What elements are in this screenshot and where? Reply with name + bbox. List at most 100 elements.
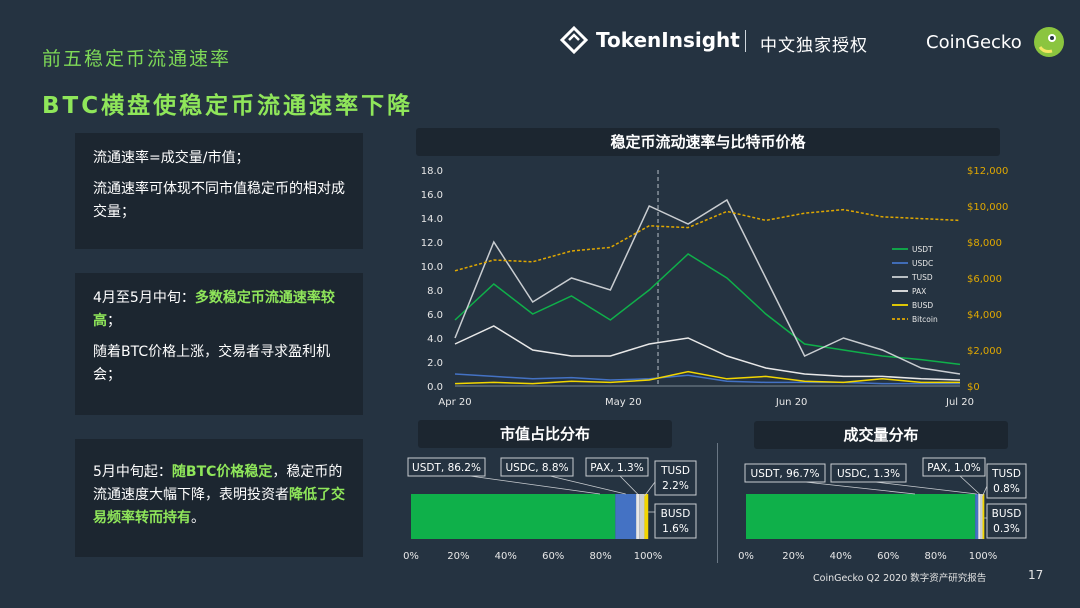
bar-segment-pax xyxy=(636,494,640,539)
y-right-tick-label: $4,000 xyxy=(967,310,1002,321)
coingecko-logo-icon xyxy=(1034,27,1064,57)
bar-segment-busd xyxy=(982,494,985,539)
data-label: TUSD xyxy=(660,465,690,477)
series-line-usdt xyxy=(454,253,961,366)
series-line-usdc xyxy=(454,373,960,385)
bar-segment-tusd xyxy=(639,494,645,539)
page-number: 17 xyxy=(1028,568,1044,582)
y-left-tick-label: 0.0 xyxy=(427,382,443,393)
y-left-tick-label: 16.0 xyxy=(421,190,443,201)
x-tick-label: Jul 20 xyxy=(945,397,974,408)
y-right-tick-label: $8,000 xyxy=(967,238,1002,249)
data-label: USDT, 86.2% xyxy=(412,462,481,474)
x-tick-label: 20% xyxy=(782,551,804,562)
x-tick-label: 60% xyxy=(542,551,564,562)
y-right-tick-label: $0 xyxy=(967,382,980,393)
legend-label: Bitcoin xyxy=(912,315,938,324)
x-tick-label: 0% xyxy=(738,551,754,562)
label-leader-line xyxy=(619,475,638,495)
data-label: PAX, 1.0% xyxy=(927,462,980,474)
bar-segment-usdt xyxy=(411,494,616,539)
y-right-tick-label: $12,000 xyxy=(967,166,1008,177)
april-may-detail: 随着BTC价格上涨，交易者寻求盈利机会； xyxy=(93,344,331,384)
bar-segment-usdc xyxy=(975,494,979,539)
bar-segment-pax xyxy=(978,494,981,539)
data-label-box xyxy=(922,457,986,477)
chart-divider xyxy=(717,443,718,563)
data-label: 0.8% xyxy=(993,483,1020,495)
x-tick-label: May 20 xyxy=(605,397,642,408)
label-leader-line xyxy=(874,481,977,495)
bar-segment-usdt xyxy=(746,494,976,539)
bar-segment-usdc xyxy=(615,494,637,539)
y-left-tick-label: 10.0 xyxy=(421,262,443,273)
data-label-box xyxy=(585,457,649,477)
bar-segment-tusd xyxy=(980,494,983,539)
data-label-box xyxy=(986,503,1027,539)
x-tick-label: 20% xyxy=(447,551,469,562)
data-label: USDC, 8.8% xyxy=(505,462,568,474)
highlight-text: 多数稳定币流通速率较高 xyxy=(93,290,335,330)
label-leader-line xyxy=(469,475,601,495)
market-cap-chart-title: 市值占比分布 xyxy=(418,420,672,448)
data-label: 2.2% xyxy=(662,480,689,492)
highlight-text: 随BTC价格稳定 xyxy=(171,464,273,480)
y-left-tick-label: 12.0 xyxy=(421,238,443,249)
brand-name: TokenInsight xyxy=(596,28,740,52)
tokeninsight-icon xyxy=(560,26,588,54)
y-left-tick-label: 18.0 xyxy=(421,166,443,177)
legend-label: TUSD xyxy=(911,273,933,282)
bar-segment-busd xyxy=(644,494,649,539)
data-label: BUSD xyxy=(661,508,691,520)
data-label-box xyxy=(654,460,697,496)
highlight-text: 降低了交易频率转而持有 xyxy=(93,487,345,527)
x-tick-label: 0% xyxy=(403,551,419,562)
footer-text: CoinGecko Q2 2020 数字资产研究报告 xyxy=(813,573,987,584)
x-tick-label: 60% xyxy=(877,551,899,562)
line-chart-title: 稳定币流动速率与比特币价格 xyxy=(416,128,1000,156)
y-right-tick-label: $10,000 xyxy=(967,202,1008,213)
brand-divider xyxy=(745,30,746,52)
brand-authorization: 中文独家授权 xyxy=(760,36,868,56)
data-label-box xyxy=(654,503,697,539)
april-may-text: 4月至5月中旬：多数稳定币流通速率较高； xyxy=(93,290,335,330)
legend-label: BUSD xyxy=(912,301,933,310)
x-tick-label: 100% xyxy=(634,551,663,562)
data-label: 1.6% xyxy=(662,523,689,535)
data-label: USDC, 1.3% xyxy=(837,468,900,480)
data-label: BUSD xyxy=(992,508,1022,520)
section-subtitle: 前五稳定币流通速率 xyxy=(42,48,232,70)
legend-label: USDC xyxy=(912,259,933,268)
data-label: 0.3% xyxy=(993,523,1020,535)
y-right-tick-label: $2,000 xyxy=(967,346,1002,357)
label-leader-line xyxy=(982,485,988,497)
series-line-bitcoin xyxy=(454,208,961,272)
definition-detail: 流通速率可体现不同市值稳定币的相对成交量； xyxy=(93,181,345,221)
legend-label: PAX xyxy=(912,287,926,296)
data-label-box xyxy=(830,463,907,483)
mid-may-box: 5月中旬起：随BTC价格稳定，稳定币的流通速度大幅下降，表明投资者降低了交易频率… xyxy=(75,439,363,557)
tokeninsight-logo: TokenInsight xyxy=(560,26,740,54)
label-leader-line xyxy=(644,481,656,497)
legend-label: USDT xyxy=(912,245,933,254)
data-label: USDT, 96.7% xyxy=(751,468,820,480)
definition-text: 流通速率=成交量/市值； xyxy=(93,150,250,166)
data-label-box xyxy=(744,463,826,483)
x-tick-label: 40% xyxy=(495,551,517,562)
label-leader-line xyxy=(804,481,916,495)
series-line-tusd xyxy=(454,198,961,375)
label-leader-line xyxy=(959,475,980,495)
page-title: BTC横盘使稳定币流通速率下降 xyxy=(42,93,414,119)
x-tick-label: 80% xyxy=(589,551,611,562)
x-tick-label: Jun 20 xyxy=(775,397,808,408)
y-right-tick-label: $6,000 xyxy=(967,274,1002,285)
line-chart: 0.0 2.0 4.0 6.0 8.0 10.0 12.0 14.0 16.0 18.0 $0 $2,… xyxy=(421,166,1009,408)
volume-chart-title: 成交量分布 xyxy=(754,421,1008,449)
definition-box: 流通速率=成交量/市值； 流通速率可体现不同市值稳定币的相对成交量； xyxy=(75,133,363,249)
data-label: PAX, 1.3% xyxy=(590,462,643,474)
x-tick-label: 100% xyxy=(969,551,998,562)
data-label-box xyxy=(500,457,574,477)
y-left-tick-label: 2.0 xyxy=(427,358,443,369)
series-line-busd xyxy=(454,370,960,385)
partner-name: CoinGecko xyxy=(926,32,1022,53)
